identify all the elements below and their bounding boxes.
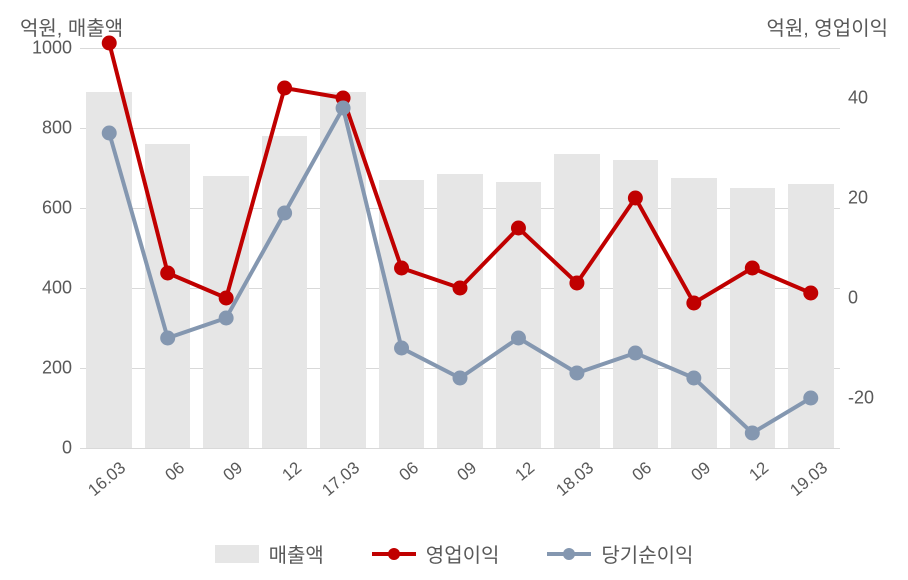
series-marker	[453, 371, 467, 385]
series-marker	[745, 261, 759, 275]
left-y-tick: 400	[16, 278, 72, 299]
series-marker	[570, 366, 584, 380]
right-y-tick: 20	[848, 188, 898, 209]
legend-label: 매출액	[269, 539, 324, 568]
x-tick-label: 17.03	[308, 458, 364, 509]
series-marker	[102, 36, 116, 50]
series-marker	[395, 261, 409, 275]
series-marker	[511, 331, 525, 345]
left-y-tick: 0	[16, 438, 72, 459]
series-marker	[219, 311, 233, 325]
legend-item: 영업이익	[372, 539, 500, 568]
legend-item: 매출액	[215, 539, 324, 568]
series-marker	[453, 281, 467, 295]
left-y-tick: 1000	[16, 38, 72, 59]
legend-bar-swatch	[215, 545, 259, 563]
series-marker	[161, 266, 175, 280]
series-marker	[102, 126, 116, 140]
x-tick-label: 18.03	[542, 458, 598, 509]
series-marker	[687, 296, 701, 310]
series-marker	[219, 291, 233, 305]
x-tick-label: 06	[600, 458, 656, 509]
series-marker	[804, 391, 818, 405]
x-tick-label: 16.03	[74, 458, 130, 509]
right-y-tick: 0	[848, 288, 898, 309]
left-y-tick: 200	[16, 358, 72, 379]
x-tick-label: 12	[717, 458, 773, 509]
plot-area	[80, 48, 840, 448]
series-marker	[570, 276, 584, 290]
right-y-tick: 40	[848, 88, 898, 109]
series-marker	[278, 81, 292, 95]
x-tick-label: 09	[659, 458, 715, 509]
x-tick-label: 06	[133, 458, 189, 509]
series-marker	[628, 191, 642, 205]
series-marker	[336, 101, 350, 115]
legend-marker-dot	[388, 548, 400, 560]
legend-line-swatch	[547, 552, 591, 556]
x-tick-label: 12	[250, 458, 306, 509]
left-y-tick: 800	[16, 118, 72, 139]
lines-overlay	[80, 48, 840, 448]
legend-item: 당기순이익	[547, 539, 693, 568]
series-marker	[745, 426, 759, 440]
x-tick-label: 12	[484, 458, 540, 509]
legend-marker-dot	[563, 548, 575, 560]
right-axis-label: 억원, 영업이익	[766, 12, 888, 41]
x-tick-label: 06	[367, 458, 423, 509]
legend: 매출액 영업이익 당기순이익	[0, 539, 908, 568]
series-marker	[687, 371, 701, 385]
series-marker	[628, 346, 642, 360]
x-tick-label: 09	[425, 458, 481, 509]
x-tick-label: 19.03	[776, 458, 832, 509]
series-marker	[511, 221, 525, 235]
gridline	[80, 448, 840, 449]
legend-line-swatch	[372, 552, 416, 556]
x-tick-label: 09	[191, 458, 247, 509]
left-y-tick: 600	[16, 198, 72, 219]
right-y-tick: -20	[848, 388, 898, 409]
series-line	[109, 43, 811, 303]
chart-container: 억원, 매출액 억원, 영업이익 02004006008001000 -2002…	[0, 0, 908, 580]
series-marker	[804, 286, 818, 300]
series-marker	[161, 331, 175, 345]
legend-label: 영업이익	[426, 539, 500, 568]
legend-label: 당기순이익	[601, 539, 693, 568]
series-marker	[395, 341, 409, 355]
series-marker	[278, 206, 292, 220]
